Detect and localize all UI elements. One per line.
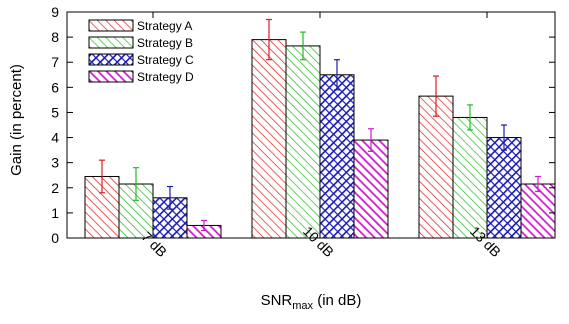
legend-label-4: Strategy D <box>137 70 194 84</box>
y-axis: 0 1 2 3 4 5 6 7 8 9 <box>51 4 555 246</box>
legend-swatch-2 <box>88 36 134 49</box>
bar-2-2 <box>285 45 321 239</box>
x-axis-label-main: SNR <box>261 292 293 309</box>
y-tick-label-6: 6 <box>51 79 59 95</box>
legend-label-2: Strategy B <box>137 36 193 50</box>
legend-label-3: Strategy C <box>137 53 194 67</box>
bar-3-2 <box>319 74 355 239</box>
bar-1-2 <box>251 39 287 239</box>
y-tick-label-7: 7 <box>51 54 59 70</box>
y-tick-label-2: 2 <box>51 180 59 196</box>
legend-swatch-4 <box>88 70 134 83</box>
legend: Strategy A Strategy B Strategy C Strategy D <box>88 19 194 84</box>
legend-label-1: Strategy A <box>137 19 192 33</box>
y-tick-label-4: 4 <box>51 130 59 146</box>
legend-swatch-3 <box>88 53 134 66</box>
y-tick-label-9: 9 <box>51 4 59 20</box>
bar-1-3 <box>418 95 454 239</box>
plot-frame <box>66 11 556 239</box>
bar-3-3 <box>486 137 522 239</box>
bar-2-3 <box>452 116 488 239</box>
x-axis-label-suffix: (in dB) <box>313 292 361 309</box>
y-tick-label-3: 3 <box>51 155 59 171</box>
x-axis-label: SNRmax (in dB) <box>261 292 362 312</box>
error-bars-group <box>99 18 541 232</box>
y-tick-label-0: 0 <box>51 230 59 246</box>
bar-4-2 <box>353 139 389 239</box>
y-tick-label-1: 1 <box>51 205 59 221</box>
x-axis-label-subscript: max <box>292 300 313 312</box>
y-axis-label: Gain (in percent) <box>8 64 25 176</box>
legend-swatch-1 <box>88 19 134 32</box>
bars-group <box>84 39 556 239</box>
y-tick-label-8: 8 <box>51 29 59 45</box>
y-tick-label-5: 5 <box>51 104 59 120</box>
